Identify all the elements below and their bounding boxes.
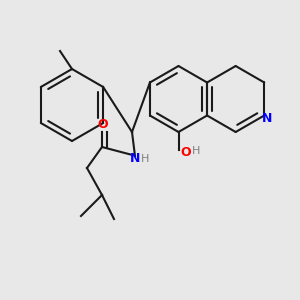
Text: H: H [141,154,150,164]
Text: O: O [181,146,191,160]
Text: O: O [98,118,108,131]
Text: N: N [130,152,140,166]
Text: H: H [192,146,201,157]
Text: N: N [262,112,272,125]
